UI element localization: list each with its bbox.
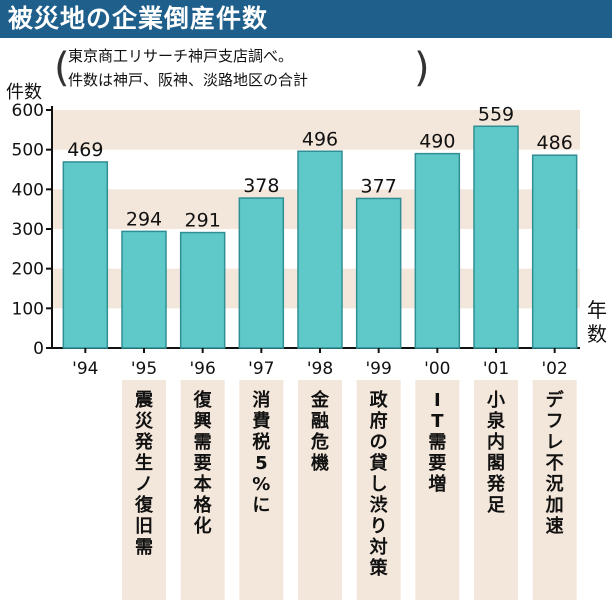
event-annotation: 政府の貸し渋り対策 [369, 390, 388, 579]
event-band [356, 380, 401, 600]
event-annotation: 震災発生ノ復旧需 [135, 390, 153, 558]
x-tick-label: '02 [542, 359, 568, 379]
x-tick-label: '99 [366, 359, 392, 379]
x-tick-label: '98 [307, 359, 333, 379]
source-note: ( 東京商工リサーチ神戸支店調べ。 件数は神戸、阪神、淡路地区の合計 ) [54, 44, 430, 92]
bar-value-label: 486 [537, 132, 573, 154]
bar [355, 197, 402, 349]
event-annotation: 復興需要本格化 [193, 390, 212, 537]
x-tick-label: '94 [72, 359, 98, 379]
event-annotation: デフレ不況加速 [545, 390, 564, 537]
event-band [180, 380, 225, 600]
chart-title: 被災地の企業倒産件数 [0, 0, 612, 38]
bar [531, 154, 578, 349]
event-band [122, 380, 166, 600]
bar [121, 230, 167, 349]
event-band [474, 380, 518, 600]
bar [179, 231, 226, 349]
y-tick-label: 500 [12, 141, 44, 161]
bar-value-label: 490 [419, 131, 455, 153]
bar-value-label: 469 [67, 139, 103, 161]
bar [414, 152, 461, 349]
source-line-1: 東京商工リサーチ神戸支店調べ。 [68, 47, 294, 65]
y-tick-label: 200 [12, 260, 44, 280]
bar-value-label: 291 [185, 210, 221, 232]
event-band [415, 380, 460, 600]
y-tick-label: 400 [12, 180, 44, 200]
bar-value-label: 496 [302, 128, 338, 150]
event-band [239, 380, 284, 600]
y-tick-label: 300 [12, 220, 44, 240]
x-axis-label: 年数 [587, 298, 607, 346]
event-annotation: 金融危機 [311, 390, 329, 474]
x-tick-label: '97 [248, 359, 274, 379]
bar [297, 150, 343, 349]
bar-value-label: 294 [126, 208, 162, 230]
source-line-2: 件数は神戸、阪神、淡路地区の合計 [68, 71, 309, 89]
bar-value-label: 377 [361, 175, 397, 197]
bar-value-label: 378 [243, 175, 279, 197]
x-tick-label: '01 [483, 359, 509, 379]
bar [62, 161, 109, 349]
x-tick-label: '00 [424, 359, 450, 379]
bar-value-label: 559 [478, 103, 514, 125]
x-tick-label: '95 [131, 359, 157, 379]
y-axis-label: 件数 [6, 82, 42, 103]
source-paren-open: ( [54, 45, 70, 91]
bar [473, 125, 519, 349]
bar [238, 197, 285, 349]
x-tick-label: '96 [190, 359, 216, 379]
event-band [532, 380, 577, 600]
y-tick-label: 600 [12, 101, 44, 121]
y-tick-label: 100 [12, 299, 44, 319]
event-annotation: 小泉内閣発足 [487, 390, 505, 516]
source-paren-close: ) [414, 45, 430, 91]
y-tick-label: 0 [33, 339, 44, 359]
event-band [298, 380, 342, 600]
event-annotation: 消費税 5% に [252, 390, 271, 516]
